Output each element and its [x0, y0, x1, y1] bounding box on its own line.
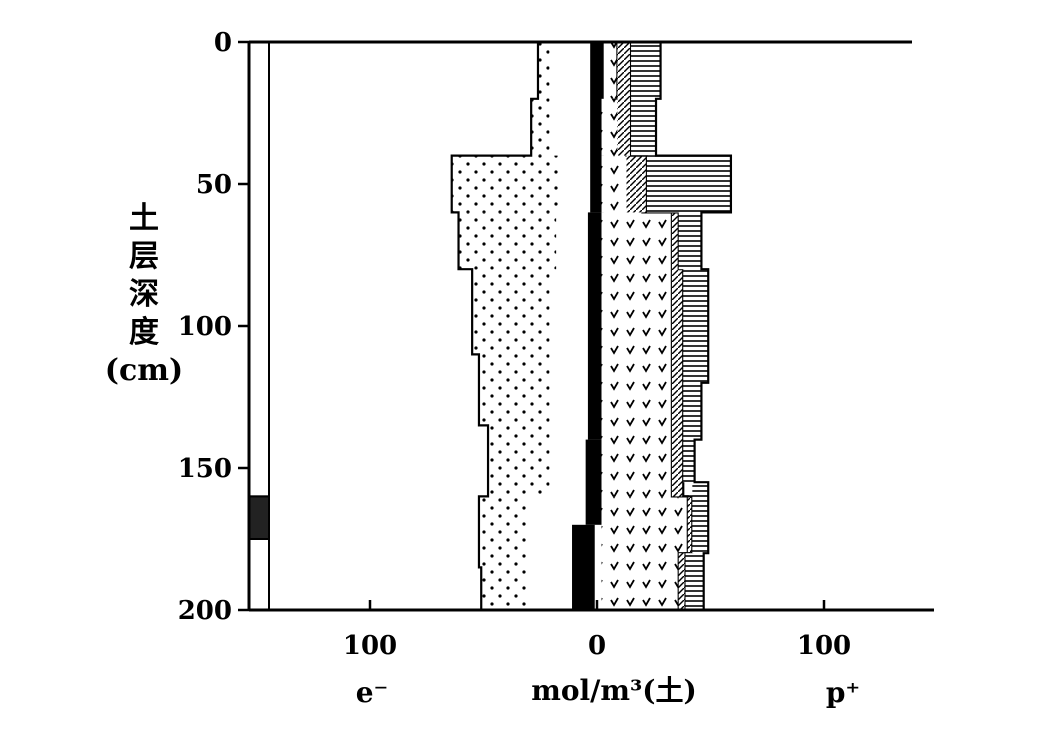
series-dots-step: [472, 269, 550, 355]
series-horizontal-step: [631, 42, 661, 99]
series-horizontal-step: [683, 439, 695, 483]
y-tick-label: 150: [178, 454, 232, 484]
series-solid: [572, 42, 604, 610]
series-horizontal-step: [685, 553, 704, 610]
y-tick-label: 50: [196, 170, 232, 200]
series-checks-step: [601, 496, 688, 554]
series-horizontal-step: [683, 382, 702, 440]
y-tick-label: 200: [178, 596, 232, 626]
soil-profile-strip: [248, 41, 270, 611]
series-diagonal-step: [687, 496, 693, 554]
y-tick-label: 0: [214, 28, 232, 58]
series-dots-step: [488, 425, 550, 497]
x-ticks: 100 0 100: [343, 600, 851, 661]
series-checks-step: [601, 553, 679, 610]
series-horizontal-step: [678, 212, 702, 270]
series-horizontal: [631, 42, 733, 610]
series-checks: [601, 42, 689, 610]
soil-strip-segment: [248, 41, 270, 498]
y-axis-title-line-1: 土: [129, 201, 159, 236]
series-checks-step: [601, 212, 672, 497]
y-axis-title-line-4: 度: [129, 315, 159, 350]
series-layer: [450, 42, 733, 610]
series-diagonal-step: [617, 42, 632, 156]
series-horizontal-outline: [654, 42, 733, 610]
soil-strip-segment: [248, 495, 270, 540]
y-axis-title-line-3: 深: [129, 277, 159, 312]
series-horizontal-step: [646, 155, 731, 213]
left-side-label: e⁻: [356, 676, 389, 709]
series-solid-step: [572, 524, 595, 610]
series-dots-step: [481, 567, 527, 610]
series-diagonal-step: [626, 155, 647, 213]
soil-strip-segment: [248, 538, 270, 611]
series-solid-step: [590, 42, 604, 213]
series-diagonal-step: [678, 553, 686, 610]
series-horizontal-step: [692, 482, 709, 554]
series-dots-step: [478, 354, 550, 426]
x-tick-label: 100: [797, 631, 851, 661]
series-diagonal-step: [671, 269, 684, 497]
right-side-label: p⁺: [826, 676, 860, 709]
series-dots-outline: [450, 42, 540, 610]
y-ticks: 0 50 100 150 200: [178, 28, 249, 626]
series-checks-step: [603, 42, 618, 99]
series-horizontal-step: [631, 98, 657, 156]
series-dots-step: [451, 155, 561, 213]
series-solid-step: [587, 212, 602, 440]
x-tick-label: 100: [343, 631, 397, 661]
x-tick-label: 0: [588, 631, 606, 661]
x-axis-unit-label: mol/m³(土): [531, 674, 697, 707]
series-dots: [450, 42, 561, 610]
y-axis-title-line-5: (cm): [105, 353, 183, 388]
y-tick-label: 100: [178, 312, 232, 342]
series-dots-step: [458, 212, 557, 270]
series-dots-step: [537, 42, 550, 99]
series-solid-step: [585, 439, 602, 525]
series-diagonal-step: [671, 212, 679, 270]
series-horizontal-step: [683, 269, 709, 383]
series-dots-step: [478, 496, 527, 568]
y-axis-title-line-2: 层: [129, 239, 159, 274]
y-axis-title: 土 层 深 度 (cm): [105, 201, 183, 388]
series-dots-step: [531, 98, 550, 156]
